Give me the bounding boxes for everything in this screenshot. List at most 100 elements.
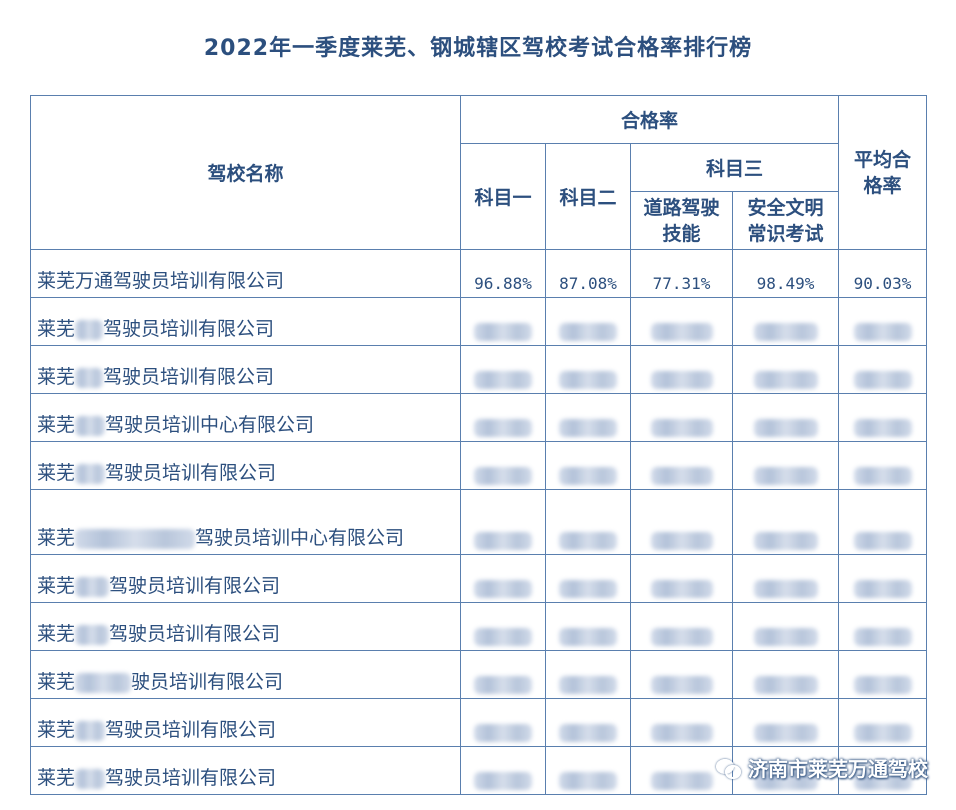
school-name-prefix: 莱芜 [37, 671, 76, 693]
table-row: 莱芜 驶员培训有限公司 [30, 650, 928, 699]
table-row: 莱芜 驾驶员培训有限公司 [30, 297, 928, 346]
redacted-value-blur [559, 532, 617, 550]
redacted-rate-cell [838, 746, 928, 795]
redacted-rate-cell [545, 345, 631, 394]
rate-cell: 77.31% [630, 249, 733, 298]
redacted-rate-cell [731, 698, 840, 747]
school-name-cell: 莱芜 驾驶员培训有限公司 [30, 746, 461, 795]
redacted-rate-cell [838, 554, 928, 603]
redacted-rate-cell [460, 602, 546, 651]
school-name-suffix: 驾驶员培训有限公司 [105, 462, 277, 484]
redacted-rate-cell [545, 698, 631, 747]
redacted-value-blur [650, 467, 713, 485]
redacted-value-blur [559, 724, 617, 742]
redacted-rate-cell [838, 297, 928, 346]
redacted-value-blur [753, 580, 818, 598]
redacted-value-blur [753, 467, 818, 485]
table-row: 莱芜 驾驶员培训中心有限公司 [30, 489, 928, 555]
redacted-value-blur [753, 628, 818, 646]
school-name-cell: 莱芜 驾驶员培训有限公司 [30, 297, 461, 346]
redacted-rate-cell [460, 441, 546, 490]
redacted-value-blur [559, 419, 617, 437]
redacted-value-blur [650, 419, 713, 437]
redacted-rate-cell [460, 746, 546, 795]
redacted-value-blur [853, 772, 912, 790]
redacted-value-blur [853, 676, 912, 694]
school-name-cell: 莱芜 驾驶员培训中心有限公司 [30, 393, 461, 442]
redacted-value-blur [650, 323, 713, 341]
school-name-suffix: 驾驶员培训中心有限公司 [195, 527, 405, 549]
watermark: 济南市莱芜万通驾校 [716, 753, 928, 782]
redacted-rate-cell [838, 345, 928, 394]
redacted-value-blur [474, 419, 532, 437]
redacted-rate-cell [460, 489, 546, 555]
school-name-cell: 莱芜 驶员培训有限公司 [30, 650, 461, 699]
redacted-value-blur [753, 676, 818, 694]
redacted-value-blur [474, 532, 532, 550]
rate-cell: 96.88% [460, 249, 546, 298]
redacted-rate-cell [630, 650, 733, 699]
watermark-text: 济南市莱芜万通驾校 [748, 757, 928, 781]
redacted-rate-cell [460, 393, 546, 442]
redacted-name-blur [75, 319, 104, 340]
redacted-value-blur [474, 772, 532, 790]
redacted-value-blur [753, 371, 818, 389]
redacted-rate-cell [731, 393, 840, 442]
header-safety-exam: 安全文明常识考试 [731, 191, 840, 250]
table-row: 莱芜 驾驶员培训有限公司 [30, 345, 928, 394]
redacted-rate-cell [460, 698, 546, 747]
redacted-rate-cell [838, 489, 928, 555]
school-name-prefix: 莱芜 [37, 366, 76, 388]
redacted-rate-cell [630, 393, 733, 442]
school-name-cell: 莱芜 驾驶员培训有限公司 [30, 441, 461, 490]
redacted-value-blur [650, 676, 713, 694]
redacted-value-blur [650, 724, 713, 742]
header-road-driving-text: 道路驾驶技能 [643, 196, 720, 245]
redacted-rate-cell [731, 489, 840, 555]
redacted-rate-cell [838, 698, 928, 747]
redacted-value-blur [559, 371, 617, 389]
redacted-name-blur [75, 576, 110, 597]
header-road-driving: 道路驾驶技能 [630, 191, 733, 250]
redacted-rate-cell [731, 297, 840, 346]
redacted-value-blur [853, 532, 912, 550]
school-name-cell: 莱芜 驾驶员培训有限公司 [30, 698, 461, 747]
table-row: 莱芜 驾驶员培训有限公司 [30, 554, 928, 603]
redacted-rate-cell [545, 650, 631, 699]
redacted-rate-cell [731, 746, 840, 795]
redacted-value-blur [559, 628, 617, 646]
redacted-rate-cell [630, 441, 733, 490]
school-name-suffix: 驾驶员培训有限公司 [109, 623, 281, 645]
rate-cell: 87.08% [545, 249, 631, 298]
header-subject3: 科目三 [629, 143, 840, 192]
redacted-value-blur [853, 580, 912, 598]
redacted-name-blur [75, 768, 106, 789]
redacted-name-blur [75, 528, 196, 549]
redacted-rate-cell [838, 441, 928, 490]
header-subject1: 科目一 [460, 143, 546, 250]
redacted-rate-cell [545, 489, 631, 555]
table-row: 莱芜 驾驶员培训有限公司 [30, 746, 928, 795]
redacted-rate-cell [460, 297, 546, 346]
school-name-suffix: 驾驶员培训有限公司 [103, 366, 275, 388]
school-name-prefix: 莱芜万通驾驶员培训有限公司 [37, 270, 285, 292]
school-name-cell: 莱芜 驾驶员培训中心有限公司 [30, 489, 461, 555]
header-school-name: 驾校名称 [30, 95, 461, 250]
redacted-rate-cell [731, 441, 840, 490]
table-row: 莱芜 驾驶员培训有限公司 [30, 441, 928, 490]
redacted-value-blur [474, 580, 532, 598]
redacted-value-blur [474, 467, 532, 485]
rate-cell: 90.03% [838, 249, 928, 298]
rate-cell: 98.49% [731, 249, 840, 298]
redacted-rate-cell [460, 554, 546, 603]
redacted-value-blur [753, 532, 818, 550]
redacted-value-blur [474, 724, 532, 742]
school-name-prefix: 莱芜 [37, 414, 76, 436]
school-name-prefix: 莱芜 [37, 527, 76, 549]
school-name-suffix: 驾驶员培训有限公司 [105, 719, 277, 741]
page-title: 2022年一季度莱芜、钢城辖区驾校考试合格率排行榜 [203, 36, 753, 61]
redacted-rate-cell [545, 297, 631, 346]
redacted-value-blur [853, 371, 912, 389]
header-average-text: 平均合格率 [854, 148, 912, 197]
redacted-rate-cell [545, 441, 631, 490]
